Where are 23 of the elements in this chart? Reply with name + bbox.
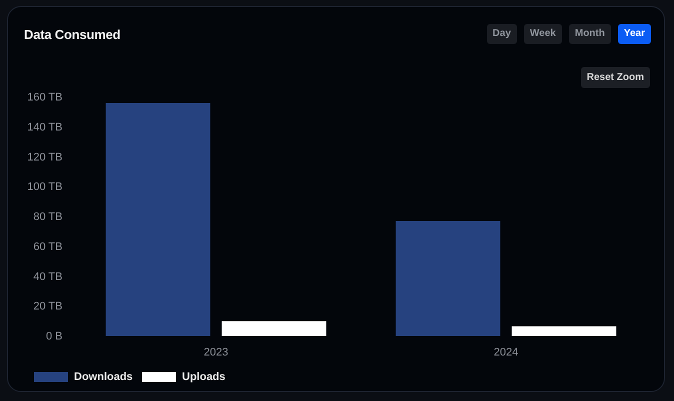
x-tick-label: 2023 bbox=[204, 346, 228, 358]
period-button[interactable]: Week bbox=[524, 24, 562, 44]
bar bbox=[396, 220, 500, 336]
x-tick-label: 2024 bbox=[494, 346, 518, 358]
y-tick-label: 80 TB bbox=[33, 211, 62, 223]
y-tick-label: 20 TB bbox=[33, 300, 62, 313]
y-tick-label: 0 B bbox=[46, 330, 62, 342]
period-button[interactable]: Month bbox=[568, 24, 611, 44]
bar bbox=[106, 102, 210, 336]
period-button[interactable]: Year bbox=[618, 24, 651, 44]
bar bbox=[222, 321, 326, 336]
bar bbox=[512, 326, 616, 336]
chart-title: Data Consumed bbox=[24, 27, 120, 42]
y-tick-label: 160 TB bbox=[27, 92, 62, 104]
y-tick-label: 60 TB bbox=[33, 240, 62, 253]
period-button[interactable]: Day bbox=[486, 24, 517, 44]
y-tick-label: 140 TB bbox=[27, 121, 62, 134]
legend-label: Uploads bbox=[182, 371, 226, 383]
reset-zoom-button[interactable]: Reset Zoom bbox=[580, 67, 650, 88]
legend-label: Downloads bbox=[74, 371, 133, 383]
y-tick-label: 120 TB bbox=[27, 151, 62, 164]
y-tick-label: 100 TB bbox=[27, 181, 62, 194]
y-tick-label: 40 TB bbox=[33, 270, 62, 283]
